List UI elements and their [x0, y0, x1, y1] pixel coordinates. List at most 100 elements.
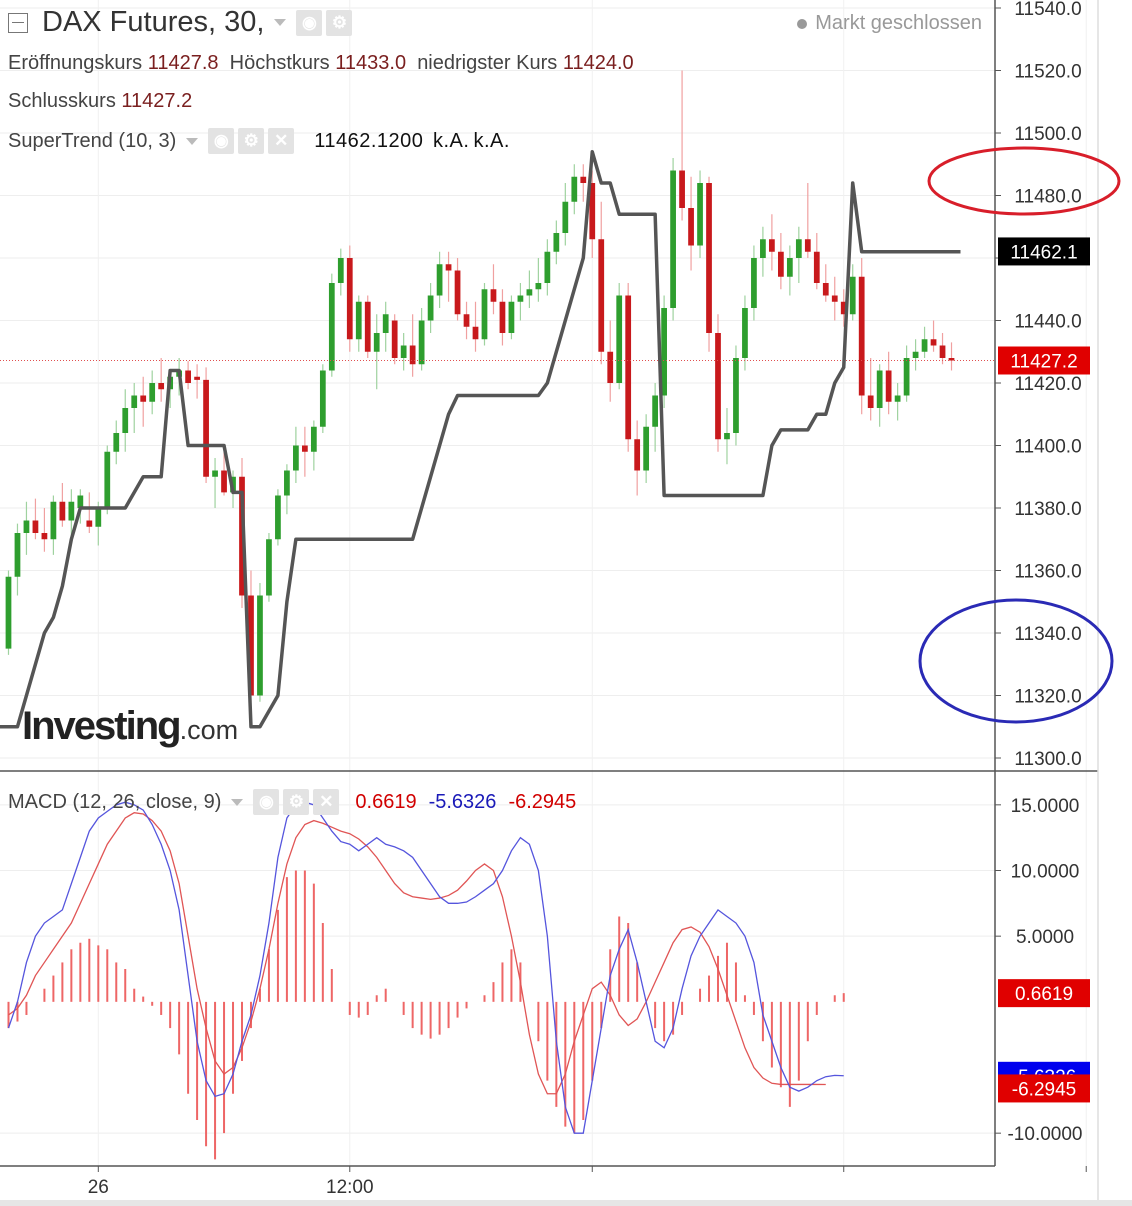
macd-line	[7, 801, 844, 1134]
candle	[535, 258, 542, 302]
bottom-scrollbar	[0, 1200, 1132, 1206]
candle-body	[50, 501, 57, 540]
candle	[319, 364, 326, 433]
candle-body	[786, 258, 793, 277]
candle	[894, 383, 901, 421]
candle	[248, 570, 254, 702]
eye-icon[interactable]: ◉	[208, 128, 235, 154]
macd-hist-tag-bg	[998, 979, 1090, 1008]
candle-body	[427, 295, 434, 321]
candle	[373, 314, 380, 390]
candle	[454, 258, 461, 321]
candle-body	[607, 351, 614, 383]
eye-icon[interactable]: ◉	[296, 9, 323, 36]
candle-body	[275, 495, 281, 540]
y-tick-label: 11500.0	[1014, 124, 1081, 145]
gear-icon[interactable]: ⚙	[283, 789, 310, 815]
candle-body	[499, 301, 506, 333]
candle	[553, 220, 560, 265]
candle	[670, 158, 676, 321]
candle	[840, 289, 847, 327]
candle	[580, 164, 587, 202]
candle-body	[544, 251, 551, 283]
eye-icon[interactable]: ◉	[253, 789, 280, 815]
candle	[903, 345, 910, 402]
y-tick-label: 11300.0	[1014, 749, 1081, 770]
candle-body	[867, 395, 874, 408]
candle-body	[436, 264, 443, 296]
candle	[32, 498, 39, 540]
candle-body	[382, 314, 389, 333]
macd-histogram-value: 0.6619	[355, 790, 417, 813]
y-tick-label: 11540.0	[1014, 0, 1081, 20]
candle-body	[418, 320, 425, 365]
candle	[697, 170, 703, 258]
candle	[912, 339, 919, 371]
candle-body	[122, 408, 129, 433]
candle	[795, 226, 802, 283]
market-status: Markt geschlossen	[797, 12, 982, 35]
candle	[113, 420, 120, 465]
candle	[760, 226, 766, 277]
candle-body	[876, 370, 883, 408]
chevron-down-icon[interactable]	[274, 19, 287, 26]
candle	[589, 170, 596, 258]
collapse-icon[interactable]	[8, 12, 28, 33]
candle-body	[68, 501, 75, 521]
candle-body	[463, 314, 470, 327]
close-icon[interactable]: ✕	[313, 789, 340, 815]
candle-body	[679, 170, 685, 208]
close-icon[interactable]: ✕	[268, 128, 295, 154]
candle	[634, 420, 641, 496]
candle	[158, 358, 165, 402]
candle-body	[140, 395, 147, 402]
candle	[185, 361, 191, 390]
supertrend-label[interactable]: SuperTrend (10, 3)	[8, 129, 177, 152]
candle-body	[849, 276, 856, 315]
candle	[301, 426, 308, 477]
symbol-title[interactable]: DAX Futures, 30,	[42, 6, 265, 38]
candle	[194, 364, 200, 399]
candle	[939, 333, 946, 365]
candle	[544, 239, 551, 296]
candle	[921, 326, 928, 358]
candle-body	[616, 295, 623, 383]
candle	[257, 583, 263, 702]
candle	[742, 295, 748, 371]
gear-icon[interactable]: ⚙	[326, 9, 353, 36]
candle	[786, 245, 793, 296]
macd-label[interactable]: MACD (12, 26, close, 9)	[8, 790, 222, 813]
candle-body	[885, 370, 892, 402]
red-ellipse-annotation	[927, 146, 1121, 216]
candle	[382, 301, 389, 352]
market-status-text: Markt geschlossen	[815, 12, 982, 34]
candle-body	[634, 439, 641, 471]
high-value: 11433.0	[335, 52, 407, 74]
y-tick-label: -10.0000	[1007, 1124, 1082, 1145]
candle	[616, 283, 623, 390]
candle	[804, 183, 811, 258]
candle	[149, 370, 156, 415]
candle-body	[553, 233, 560, 252]
supertrend-legend: SuperTrend (10, 3) ◉ ⚙ ✕ 11462.1200 k.A.…	[8, 128, 510, 154]
candle-body	[571, 176, 578, 202]
candle	[508, 295, 515, 340]
logo-main-text: Investing	[22, 704, 182, 748]
candle-body	[724, 433, 730, 440]
candle	[481, 283, 488, 346]
candle-body	[113, 433, 120, 452]
candle	[930, 320, 937, 352]
chevron-down-icon[interactable]	[231, 798, 244, 806]
candle-body	[912, 351, 919, 358]
candle-body	[284, 470, 290, 496]
gear-icon[interactable]: ⚙	[238, 128, 265, 154]
candle-body	[831, 295, 838, 302]
low-value: 11424.0	[562, 52, 634, 74]
candle	[948, 342, 955, 371]
macd-signal-value: -6.2945	[508, 790, 577, 813]
chevron-down-icon[interactable]	[186, 137, 199, 145]
candle-body	[355, 301, 362, 340]
candle	[400, 333, 407, 371]
candle	[86, 492, 93, 533]
